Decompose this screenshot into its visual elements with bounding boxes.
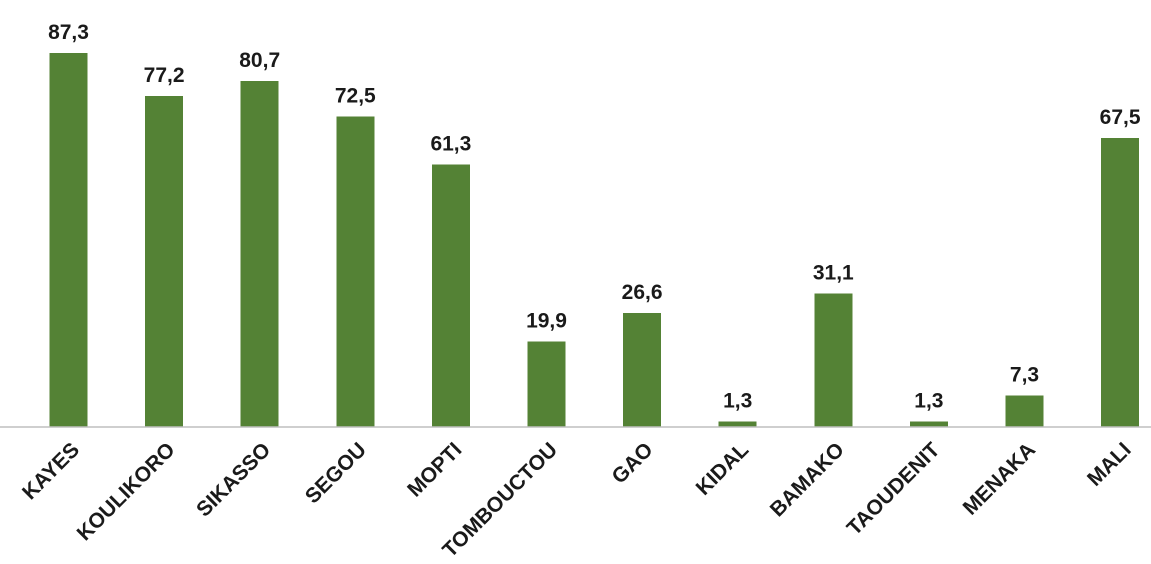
category-label-koulikoro: KOULIKORO	[73, 438, 180, 545]
value-label-kidal: 1,3	[723, 389, 752, 412]
value-label-koulikoro: 77,2	[144, 64, 185, 87]
bar-series	[49, 52, 1140, 428]
bar-taoudenit	[909, 421, 948, 427]
category-label-kidal: KIDAL	[692, 438, 754, 500]
bar-sikasso	[240, 81, 279, 427]
category-label-mali: MALI	[1083, 438, 1136, 491]
bar-segou	[336, 116, 375, 428]
bar-mali	[1101, 137, 1140, 428]
value-label-mali: 67,5	[1100, 106, 1141, 129]
value-label-mopti: 61,3	[430, 132, 471, 155]
bar-mopti	[431, 164, 470, 428]
bar-gao	[623, 313, 662, 427]
bar-tombouctou	[527, 341, 566, 427]
value-label-gao: 26,6	[622, 281, 663, 304]
category-label-mopti: MOPTI	[403, 438, 466, 501]
category-label-menaka: MENAKA	[959, 438, 1040, 519]
bar-menaka	[1005, 395, 1044, 427]
bar-koulikoro	[145, 96, 184, 427]
value-label-tombouctou: 19,9	[526, 310, 567, 333]
value-label-kayes: 87,3	[48, 21, 89, 44]
value-label-menaka: 7,3	[1010, 364, 1039, 387]
bar-kayes	[49, 52, 88, 428]
value-label-segou: 72,5	[335, 84, 376, 107]
value-label-bamako: 31,1	[813, 262, 854, 285]
category-label-kayes: KAYES	[18, 438, 84, 504]
value-labels: 87,3 77,2 80,7 72,5 61,3 19,9 26,6 1,3 31,1 1,3 7,…	[48, 21, 1141, 412]
category-label-bamako: BAMAKO	[766, 438, 849, 521]
category-label-taoudenit: TAOUDENIT	[843, 438, 945, 540]
category-label-sikasso: SIKASSO	[192, 438, 275, 521]
category-label-gao: GAO	[608, 438, 658, 488]
bar-kidal	[718, 421, 757, 427]
value-label-taoudenit: 1,3	[914, 389, 943, 412]
category-label-segou: SEGOU	[301, 438, 371, 508]
value-label-sikasso: 80,7	[239, 49, 280, 72]
bar-bamako	[814, 293, 853, 427]
